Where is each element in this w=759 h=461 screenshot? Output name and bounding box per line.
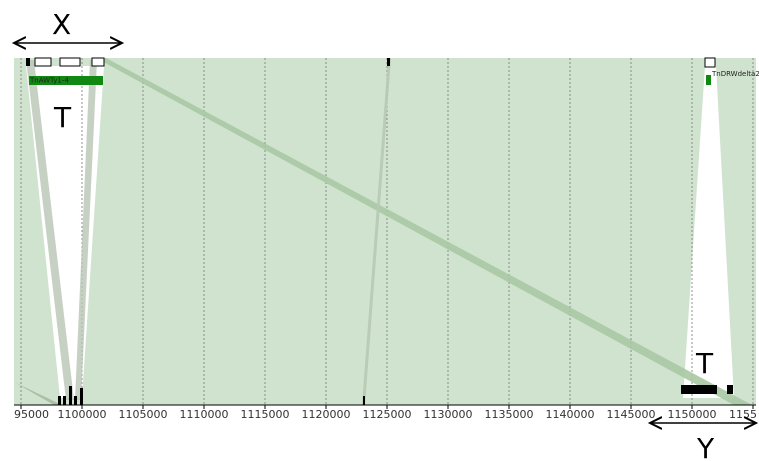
x-axis-tick-label: 1110000 — [180, 408, 229, 421]
bottom-feature-mark — [80, 388, 83, 405]
bottom-feature-mark — [363, 396, 365, 405]
right-feature-mark — [706, 75, 711, 85]
bottom-feature-mark — [74, 396, 77, 405]
x-axis-tick-label: 1105000 — [119, 408, 168, 421]
bottom-arrow-label: Y — [696, 432, 715, 461]
bottom-feature-block — [681, 385, 717, 394]
bottom-feature-mark — [63, 396, 66, 405]
x-axis-tick-label: 1150000 — [668, 408, 717, 421]
thin-link-band — [362, 58, 391, 405]
x-axis-tick-label: 95000 — [14, 408, 49, 421]
x-axis-tick-label: 1140000 — [546, 408, 595, 421]
right-gap-wedge — [683, 66, 734, 398]
top-gene-box — [91, 57, 105, 67]
diagonal-link-band — [96, 58, 752, 405]
x-axis-tick-label: 1135000 — [485, 408, 534, 421]
x-axis-tick-label: 1115000 — [241, 408, 290, 421]
top-arrow-label: X — [52, 8, 71, 41]
bottom-feature-mark — [58, 396, 61, 405]
left-feature-label: TnAWTy1-4 — [29, 77, 69, 85]
left-link-band-b — [75, 60, 97, 400]
top-gene-box — [704, 57, 716, 68]
top-gene-box — [34, 57, 52, 67]
top-gene-box — [59, 57, 81, 67]
left-block-label: T — [53, 101, 72, 134]
right-feature-label: TnDRWdelta25 — [711, 70, 759, 78]
left-link-band-a — [26, 60, 74, 400]
x-axis-tick-label: 1100000 — [58, 408, 107, 421]
x-axis-tick-label: 1125000 — [363, 408, 412, 421]
top-feature-mark — [387, 58, 390, 66]
x-axis-tick-label: 1155 — [729, 408, 757, 421]
right-block-label: T — [695, 347, 714, 380]
top-feature-mark — [26, 58, 30, 66]
left-feature-bar — [29, 76, 103, 85]
grid-lines — [20, 58, 754, 405]
bottom-feature-block — [727, 385, 733, 394]
x-axis-tick-label: 1145000 — [607, 408, 656, 421]
x-axis-ticks: 95000 1100000 1105000 1110000 1115000 1120000… — [14, 405, 757, 421]
bottom-feature-mark — [69, 386, 72, 405]
x-axis-tick-label: 1120000 — [302, 408, 351, 421]
x-axis-tick-label: 1130000 — [424, 408, 473, 421]
